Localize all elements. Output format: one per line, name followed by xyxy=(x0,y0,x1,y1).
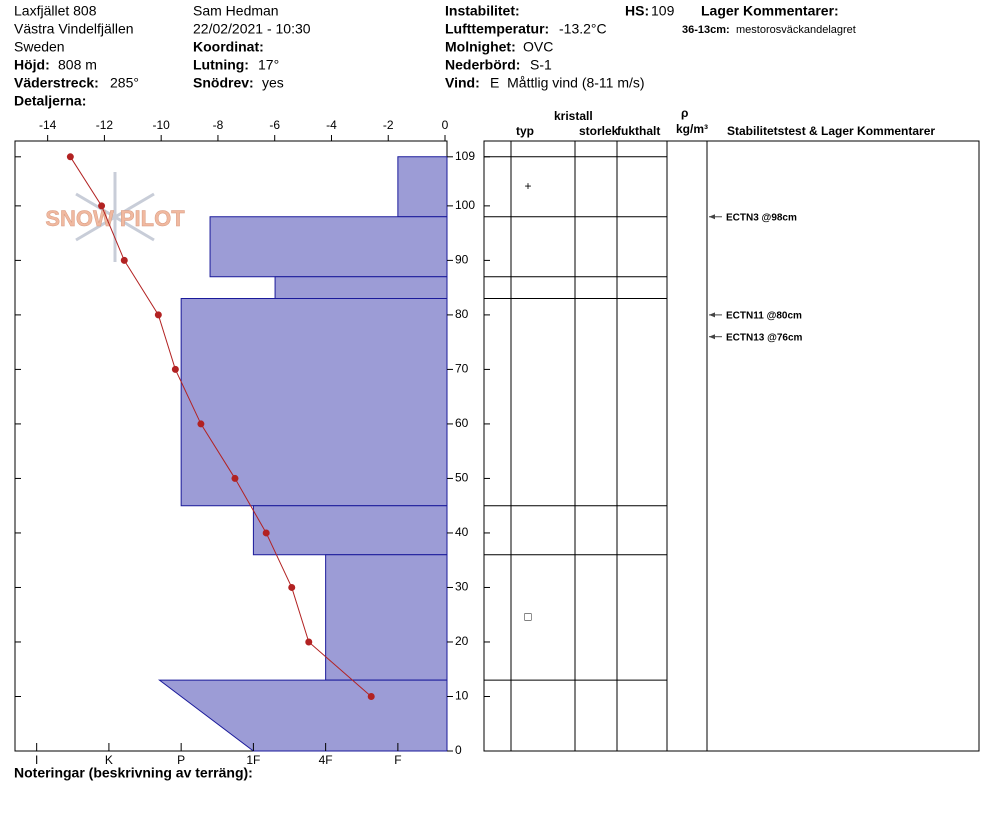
column-rho: ρ xyxy=(681,106,688,120)
drift: yes xyxy=(262,75,284,91)
y-tick-label: 80 xyxy=(455,307,469,321)
instability-label: Instabilitet: xyxy=(445,3,520,19)
elevation-label: Höjd: xyxy=(14,57,50,73)
temperature-point xyxy=(98,202,106,210)
hardness-tick-label: 1F xyxy=(246,753,260,767)
logo: SNOW PILOT xyxy=(45,206,185,231)
column-comments: Stabilitetstest & Lager Kommentarer xyxy=(727,124,935,138)
grain-type: + xyxy=(524,179,531,193)
hardness-tick-label: K xyxy=(105,753,113,767)
air-temp-label: Lufttemperatur: xyxy=(445,21,549,37)
hardness-tick-label: 4F xyxy=(319,753,333,767)
layer-comment: mestorosväckandelagret xyxy=(736,24,856,36)
precip: S-1 xyxy=(530,57,552,73)
hs-label: HS: xyxy=(625,3,649,19)
test-label: ECTN11 @80cm xyxy=(726,311,802,322)
temperature-point xyxy=(197,420,205,428)
y-tick-label: 70 xyxy=(455,362,469,376)
temperature-point xyxy=(367,692,375,700)
layer-comment-range: 36-13cm: xyxy=(682,24,730,36)
test-label: ECTN13 @76cm xyxy=(726,332,803,343)
layer-comments-label: Lager Kommentarer: xyxy=(701,3,839,19)
hardness-tick-label: I xyxy=(35,753,38,767)
y-tick-label: 100 xyxy=(455,198,475,212)
test-arrowhead xyxy=(709,214,715,220)
logo-flake xyxy=(75,172,155,262)
x-tick-label: -14 xyxy=(39,118,57,132)
wind: E Måttlig vind (8-11 m/s) xyxy=(490,75,645,91)
column-type: typ xyxy=(516,124,534,138)
hardness-layer xyxy=(180,298,448,507)
test-arrowhead xyxy=(709,334,715,340)
y-tick-label: 20 xyxy=(455,634,469,648)
y-tick-label: 60 xyxy=(455,416,469,430)
column-size: storlek xyxy=(579,124,619,138)
column-moisture: fukthalt xyxy=(617,124,660,138)
air-temp: -13.2°C xyxy=(559,21,607,37)
location: Laxfjället 808 xyxy=(14,3,97,19)
aspect: 285° xyxy=(110,75,139,91)
y-tick-label: 30 xyxy=(455,580,469,594)
hardness-tick-label: F xyxy=(394,753,401,767)
y-tick-label: 50 xyxy=(455,471,469,485)
sky: OVC xyxy=(523,39,553,55)
observer: Sam Hedman xyxy=(193,3,279,19)
temperature-point xyxy=(288,583,296,591)
slope-label: Lutning: xyxy=(193,57,249,73)
y-tick-label: 0 xyxy=(455,743,462,757)
test-label: ECTN3 @98cm xyxy=(726,212,797,223)
hardness-layer xyxy=(397,156,448,218)
test-arrowhead xyxy=(709,312,715,318)
notes-label: Noteringar (beskrivning av terräng): xyxy=(14,765,253,781)
x-tick-label: -10 xyxy=(153,118,171,132)
temperature-point xyxy=(171,365,179,373)
hardness-layer xyxy=(209,216,448,278)
y-tick-label: 10 xyxy=(455,689,469,703)
temperature-point xyxy=(154,311,162,319)
temperature-point xyxy=(66,153,74,161)
precip-label: Nederbörd: xyxy=(445,57,520,73)
table-frame xyxy=(483,140,980,752)
x-tick-label: -8 xyxy=(213,118,224,132)
wind-label: Vind: xyxy=(445,75,480,91)
drift-label: Snödrev: xyxy=(193,75,254,91)
x-tick-label: 0 xyxy=(442,118,449,132)
x-tick-label: -2 xyxy=(383,118,394,132)
column-crystal: kristall xyxy=(554,109,593,123)
y-tick-label: 40 xyxy=(455,525,469,539)
details-label: Detaljerna: xyxy=(14,93,86,109)
elevation: 808 m xyxy=(58,57,97,73)
datetime: 22/02/2021 - 10:30 xyxy=(193,21,311,37)
aspect-label: Väderstreck: xyxy=(14,75,99,91)
country: Sweden xyxy=(14,39,65,55)
y-tick-label: 109 xyxy=(455,149,475,163)
sky-label: Molnighet: xyxy=(445,39,516,55)
temperature-point xyxy=(231,474,239,482)
coordinate-label: Koordinat: xyxy=(193,39,264,55)
x-tick-label: -12 xyxy=(96,118,114,132)
slope: 17° xyxy=(258,57,279,73)
hardness-layer xyxy=(252,505,448,556)
x-tick-label: -6 xyxy=(269,118,280,132)
column-density-unit: kg/m³ xyxy=(676,122,708,136)
hs: 109 xyxy=(651,3,675,19)
hardness-layer xyxy=(274,276,448,300)
temperature-point xyxy=(305,638,313,646)
grain-type: □ xyxy=(524,610,531,624)
temperature-point xyxy=(120,256,128,264)
range: Västra Vindelfjällen xyxy=(14,21,134,37)
hardness-layer xyxy=(325,554,448,681)
hardness-tick-label: P xyxy=(177,753,185,767)
y-tick-label: 90 xyxy=(455,253,469,267)
x-tick-label: -4 xyxy=(326,118,337,132)
temperature-point xyxy=(262,529,270,537)
